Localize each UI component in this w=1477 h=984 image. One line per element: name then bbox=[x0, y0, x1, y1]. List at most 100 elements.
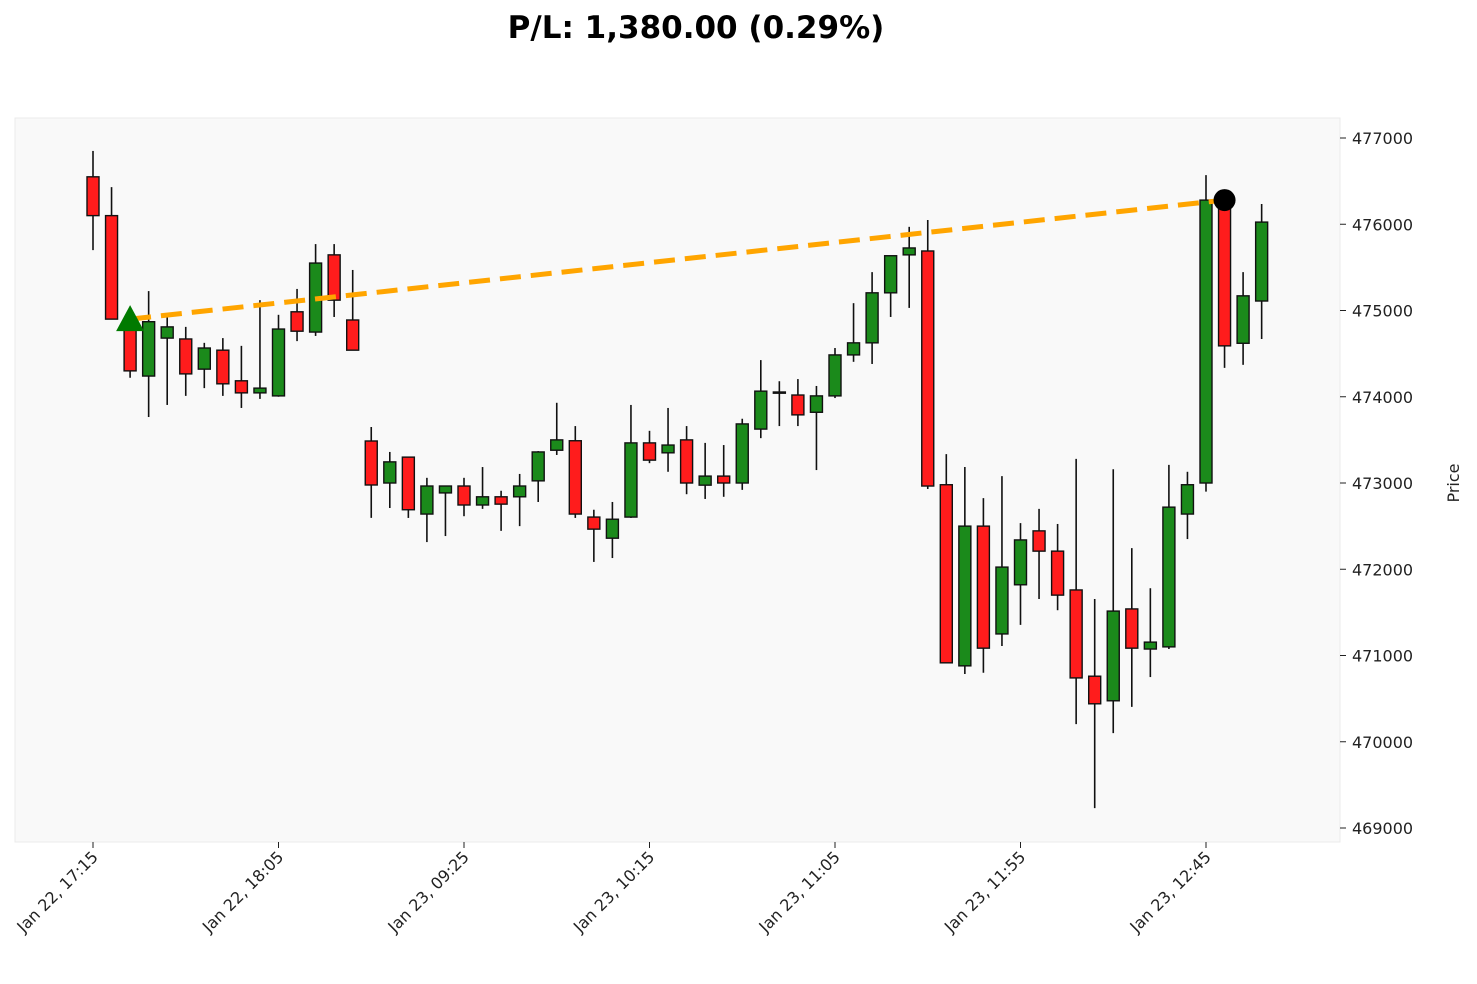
candle bbox=[883, 255, 898, 317]
candle-body-up bbox=[1143, 641, 1158, 650]
candle bbox=[179, 326, 193, 396]
candle-body-up bbox=[754, 390, 768, 430]
candle-body-up bbox=[420, 485, 434, 515]
candle bbox=[1180, 471, 1195, 540]
y-tick-label: 476000 bbox=[1352, 215, 1413, 234]
candle bbox=[401, 456, 416, 518]
candle-body-up bbox=[1180, 484, 1195, 515]
candle-body-up bbox=[512, 485, 527, 498]
x-tick-label: Jan 23, 12:45 bbox=[1125, 847, 1214, 936]
candle bbox=[865, 272, 879, 364]
candle-body-down bbox=[1125, 608, 1139, 649]
candle-body-up bbox=[383, 461, 397, 484]
plot-area bbox=[14, 117, 1341, 843]
candle bbox=[1069, 458, 1083, 725]
candle bbox=[327, 244, 341, 317]
candle bbox=[1217, 194, 1232, 368]
candle-body-up bbox=[475, 496, 490, 506]
candle bbox=[1143, 588, 1158, 678]
chart-title: P/L: 1,380.00 (0.29%) bbox=[507, 10, 885, 46]
candle-body-up bbox=[160, 326, 174, 339]
candle bbox=[921, 219, 935, 490]
candle-body-down bbox=[179, 338, 193, 375]
candle-body-up bbox=[846, 342, 861, 356]
candle-body-down bbox=[568, 440, 582, 515]
candle bbox=[438, 485, 453, 537]
candle bbox=[420, 477, 434, 543]
candle-body-down bbox=[234, 380, 249, 394]
y-tick-label: 474000 bbox=[1352, 388, 1413, 407]
y-tick-label: 469000 bbox=[1352, 819, 1413, 838]
candle bbox=[104, 187, 119, 320]
candle-body-down bbox=[86, 176, 100, 217]
candle-body-up bbox=[772, 391, 787, 394]
candle-body-up bbox=[197, 347, 212, 370]
candle bbox=[550, 402, 564, 455]
candle bbox=[1236, 272, 1250, 365]
candle-body-down bbox=[1087, 675, 1102, 705]
candle-body-up bbox=[698, 475, 712, 486]
candle bbox=[642, 430, 657, 464]
candle bbox=[160, 316, 174, 405]
candle-body-down bbox=[791, 394, 805, 416]
candles bbox=[86, 150, 1269, 809]
candle bbox=[1087, 599, 1102, 809]
candle bbox=[1032, 508, 1046, 600]
x-tick-label: Jan 23, 09:25 bbox=[383, 847, 472, 936]
x-tick-label: Jan 23, 11:05 bbox=[754, 847, 843, 936]
candle bbox=[1254, 203, 1269, 339]
candle bbox=[290, 288, 304, 342]
candle-body-up bbox=[865, 292, 879, 344]
candle bbox=[383, 451, 397, 509]
candle bbox=[902, 226, 916, 308]
candle-body-up bbox=[531, 451, 545, 482]
candle bbox=[772, 381, 787, 427]
candle bbox=[828, 348, 842, 399]
candle bbox=[494, 490, 508, 531]
candle bbox=[253, 300, 267, 399]
candle bbox=[234, 345, 249, 408]
y-tick-label: 470000 bbox=[1352, 733, 1413, 752]
candle bbox=[587, 509, 601, 562]
y-tick-label: 477000 bbox=[1352, 129, 1413, 148]
candle bbox=[958, 467, 972, 675]
candle-body-up bbox=[550, 439, 564, 451]
candle-body-up bbox=[253, 387, 267, 394]
candle-body-down bbox=[679, 439, 694, 484]
candle bbox=[364, 426, 378, 518]
candle-body-down bbox=[976, 525, 991, 649]
candle bbox=[754, 360, 768, 439]
candle bbox=[1125, 548, 1139, 707]
candle-body-down bbox=[1032, 530, 1046, 552]
candle-body-up bbox=[605, 518, 620, 539]
candle bbox=[661, 407, 675, 472]
candle bbox=[976, 498, 991, 673]
x-tick-label: Jan 23, 10:15 bbox=[569, 847, 658, 936]
candle-body-up bbox=[624, 442, 638, 518]
y-axis: 469000 470000 471000 472000 473000 474000 4750… bbox=[1340, 129, 1413, 838]
y-tick-label: 473000 bbox=[1352, 474, 1413, 493]
candle-body-down bbox=[587, 516, 601, 530]
candle bbox=[197, 342, 212, 389]
candle bbox=[531, 451, 545, 502]
candle-body-up bbox=[958, 525, 972, 667]
candle bbox=[1050, 523, 1065, 611]
candle-body-up bbox=[809, 395, 824, 413]
candle-body-down bbox=[494, 496, 508, 505]
candle-body-down bbox=[401, 456, 416, 511]
candle-body-up bbox=[1013, 539, 1028, 586]
candle bbox=[1162, 464, 1176, 650]
candle-body-up bbox=[995, 566, 1009, 635]
candle bbox=[475, 467, 490, 509]
candle bbox=[346, 269, 360, 351]
candle-body-up bbox=[735, 423, 749, 484]
candle-body-down bbox=[1069, 589, 1083, 679]
candle-body-up bbox=[1199, 199, 1213, 484]
candle bbox=[141, 291, 156, 418]
entry-marker-triangle bbox=[116, 305, 145, 332]
candle bbox=[717, 445, 731, 497]
candle-body-up bbox=[661, 444, 675, 454]
x-axis: Jan 22, 17:15 Jan 22, 18:05 Jan 23, 09:25 J… bbox=[12, 842, 1215, 937]
candle-body-up bbox=[1236, 295, 1250, 344]
